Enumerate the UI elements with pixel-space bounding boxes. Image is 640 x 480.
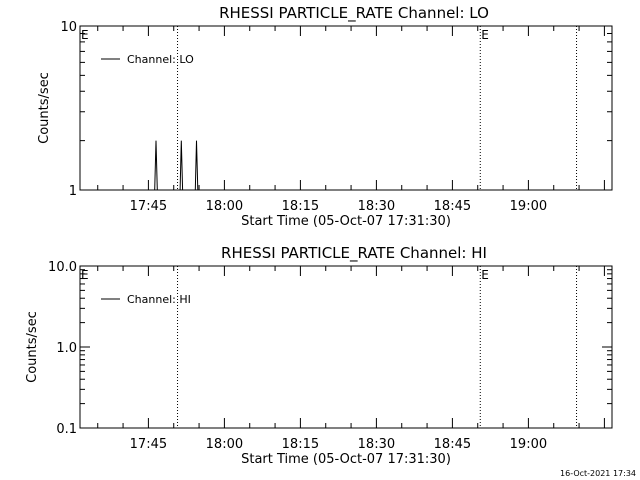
- x-axis-label: Start Time (05-Oct-07 17:31:30): [241, 214, 451, 229]
- legend: Channel: LO: [101, 53, 194, 66]
- y-axis-label: Counts/sec: [25, 311, 40, 383]
- xtick-group: 17:45 18:00 18:15 18:30 18:45 19:00: [97, 266, 605, 452]
- series-line: [154, 140, 158, 191]
- xtick-group: 17:45 18:00 18:15 18:30 18:45 19:00: [97, 26, 605, 214]
- ytick-group: 0.1 1.0 10.0: [48, 260, 612, 437]
- event-marker-label: E: [481, 28, 489, 42]
- series-line: [179, 140, 184, 191]
- x-tick-label: 18:00: [206, 199, 243, 214]
- y-tick-label: 10.0: [48, 260, 77, 275]
- series-group: [154, 140, 199, 191]
- x-axis-label: Start Time (05-Oct-07 17:31:30): [241, 452, 451, 467]
- chart-title: RHESSI PARTICLE_RATE Channel: HI: [221, 244, 487, 263]
- plot-frame: [79, 265, 613, 429]
- x-tick-label: 17:45: [130, 199, 167, 214]
- x-tick-label: 19:00: [510, 437, 547, 452]
- x-tick-label: 19:00: [510, 199, 547, 214]
- y-axis-label: Counts/sec: [37, 72, 52, 144]
- y-tick-label: 0.1: [56, 422, 77, 437]
- event-marker-label: E: [81, 268, 89, 282]
- x-tick-label: 17:45: [130, 437, 167, 452]
- plot-frame: [79, 25, 613, 191]
- y-tick-label: 10: [60, 20, 77, 35]
- x-tick-label: 18:45: [434, 199, 471, 214]
- x-tick-label: 18:30: [358, 437, 395, 452]
- ytick-group: 1 10: [60, 20, 612, 199]
- legend-label: Channel: HI: [127, 293, 191, 306]
- series-line: [194, 140, 199, 191]
- y-tick-label: 1.0: [56, 341, 77, 356]
- x-tick-label: 18:15: [282, 199, 319, 214]
- event-marker-label: E: [81, 28, 89, 42]
- y-tick-label: 1: [69, 184, 77, 199]
- x-tick-label: 18:30: [358, 199, 395, 214]
- x-tick-label: 18:15: [282, 437, 319, 452]
- x-tick-label: 18:00: [206, 437, 243, 452]
- footer-timestamp: 16-Oct-2021 17:34: [560, 469, 636, 478]
- event-marker-label: E: [481, 268, 489, 282]
- legend: Channel: HI: [101, 293, 191, 306]
- x-tick-label: 18:45: [434, 437, 471, 452]
- legend-label: Channel: LO: [127, 53, 194, 66]
- chart-title: RHESSI PARTICLE_RATE Channel: LO: [219, 4, 489, 23]
